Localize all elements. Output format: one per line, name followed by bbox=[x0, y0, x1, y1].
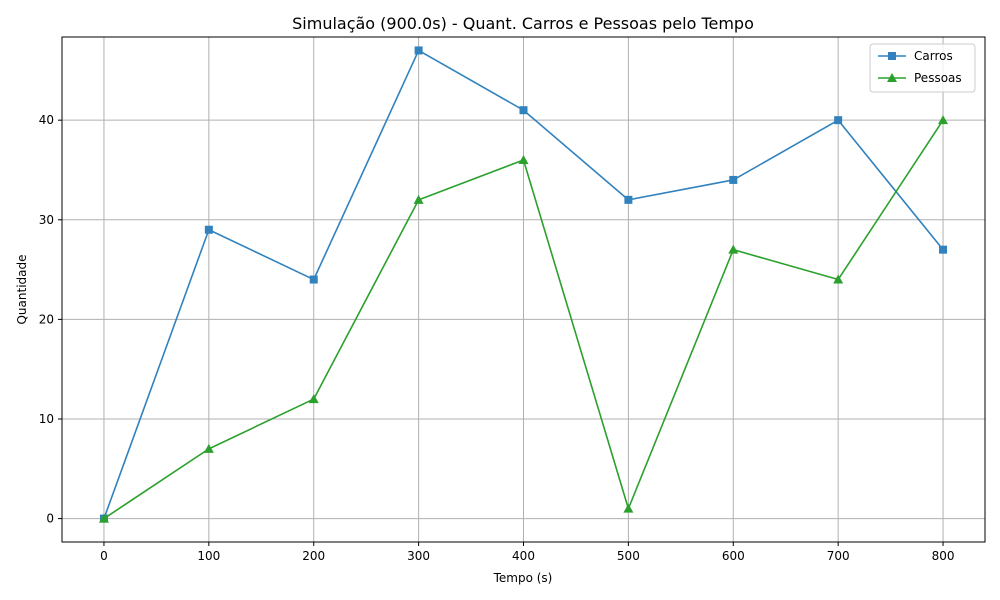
x-tick-label: 100 bbox=[197, 549, 220, 563]
x-tick-label: 600 bbox=[722, 549, 745, 563]
legend-label-pessoas: Pessoas bbox=[914, 71, 962, 85]
data-point-pessoas bbox=[938, 115, 949, 125]
data-point-pessoas bbox=[413, 194, 424, 204]
data-point-pessoas bbox=[728, 244, 739, 254]
x-tick-label: 300 bbox=[407, 549, 430, 563]
data-point-carros bbox=[414, 46, 423, 55]
series-carros bbox=[99, 46, 948, 523]
data-point-pessoas bbox=[518, 155, 529, 165]
series-layer bbox=[98, 46, 949, 523]
data-point-carros bbox=[204, 225, 213, 234]
data-point-carros bbox=[519, 106, 528, 115]
legend-marker-carros bbox=[888, 52, 896, 60]
x-tick-label: 800 bbox=[932, 549, 955, 563]
data-point-pessoas bbox=[98, 513, 109, 523]
data-point-pessoas bbox=[623, 503, 634, 513]
y-tick-label: 20 bbox=[39, 312, 54, 326]
data-point-carros bbox=[309, 275, 318, 284]
legend: Carros Pessoas bbox=[869, 43, 976, 93]
y-axis-label: Quantidade bbox=[15, 254, 29, 324]
legend-item-carros: Carros bbox=[878, 49, 953, 63]
y-tick-label: 30 bbox=[39, 213, 54, 227]
grid bbox=[62, 37, 985, 542]
legend-label-carros: Carros bbox=[914, 49, 953, 63]
y-tick-label: 40 bbox=[39, 113, 54, 127]
x-axis-label: Tempo (s) bbox=[493, 571, 553, 585]
y-tick-label: 0 bbox=[46, 512, 54, 526]
ticks: 0 100 200 300 400 500 600 700 800 0 10 20 30 40 bbox=[39, 113, 955, 563]
x-tick-label: 700 bbox=[827, 549, 850, 563]
data-point-pessoas bbox=[833, 274, 844, 284]
y-tick-label: 10 bbox=[39, 412, 54, 426]
data-point-carros bbox=[729, 175, 738, 184]
data-point-pessoas bbox=[308, 394, 319, 404]
legend-item-pessoas: Pessoas bbox=[878, 71, 962, 85]
series-pessoas bbox=[98, 115, 949, 523]
legend-marker-pessoas bbox=[887, 73, 897, 82]
data-point-carros bbox=[624, 195, 633, 204]
data-point-carros bbox=[834, 116, 843, 125]
chart-title: Simulação (900.0s) - Quant. Carros e Pes… bbox=[292, 14, 754, 33]
x-tick-label: 500 bbox=[617, 549, 640, 563]
x-tick-label: 400 bbox=[512, 549, 535, 563]
x-tick-label: 0 bbox=[100, 549, 108, 563]
data-point-pessoas bbox=[203, 443, 214, 453]
data-point-carros bbox=[939, 245, 948, 254]
x-tick-label: 200 bbox=[302, 549, 325, 563]
